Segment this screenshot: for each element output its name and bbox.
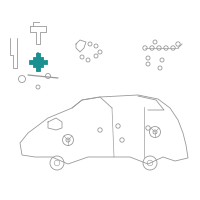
Circle shape: [37, 53, 39, 55]
Bar: [43, 60, 47, 64]
Bar: [36, 67, 40, 71]
Bar: [33, 57, 43, 67]
Bar: [36, 53, 40, 57]
Circle shape: [37, 69, 39, 71]
Bar: [29, 60, 33, 64]
